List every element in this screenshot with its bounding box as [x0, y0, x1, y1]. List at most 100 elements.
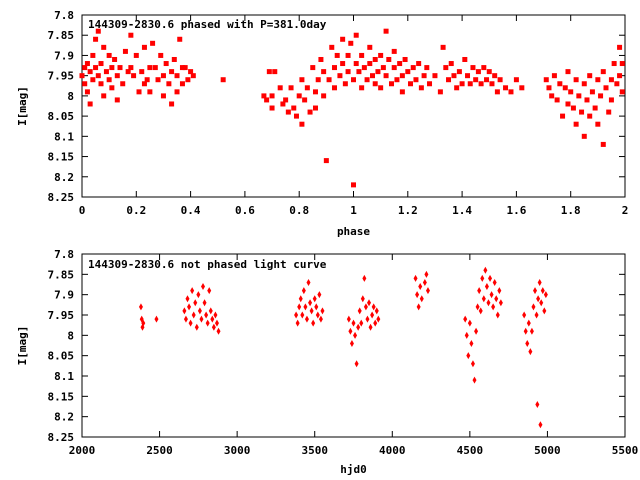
- data-point: [353, 331, 358, 339]
- data-point: [301, 287, 306, 295]
- x-tick-label: 1.8: [561, 204, 581, 217]
- data-point: [356, 323, 361, 331]
- data-point: [579, 109, 585, 115]
- x-tick-label: 3000: [224, 444, 251, 457]
- data-point: [82, 65, 88, 71]
- data-point: [419, 295, 424, 303]
- data-point: [348, 40, 354, 46]
- data-point: [214, 319, 219, 327]
- data-point: [540, 287, 545, 295]
- data-point: [174, 89, 180, 95]
- data-point: [389, 81, 395, 87]
- data-point: [188, 319, 193, 327]
- data-point: [174, 73, 180, 79]
- x-tick-label: 5500: [612, 444, 639, 457]
- x-tick-label: 1.4: [452, 204, 472, 217]
- data-point: [208, 307, 213, 315]
- data-point: [348, 327, 353, 335]
- data-point: [477, 287, 482, 295]
- data-point: [141, 319, 146, 327]
- data-point: [326, 77, 332, 83]
- data-point: [462, 56, 468, 62]
- data-point: [367, 299, 372, 307]
- data-point: [166, 81, 172, 87]
- data-point: [367, 44, 373, 50]
- data-point: [459, 81, 465, 87]
- data-point: [484, 77, 490, 83]
- data-point: [340, 36, 346, 42]
- data-point: [592, 105, 598, 111]
- data-point: [84, 89, 90, 95]
- data-point: [568, 89, 574, 95]
- data-point: [183, 315, 188, 323]
- data-point: [269, 105, 275, 111]
- data-point: [478, 307, 483, 315]
- data-point: [528, 348, 533, 356]
- data-point: [106, 52, 112, 58]
- data-point: [378, 85, 384, 91]
- data-point: [473, 77, 479, 83]
- data-point: [364, 77, 370, 83]
- data-point: [139, 69, 145, 75]
- data-point: [611, 61, 617, 67]
- data-point: [160, 93, 166, 99]
- data-point: [399, 73, 405, 79]
- data-point: [272, 69, 278, 75]
- data-point: [353, 32, 359, 38]
- data-point: [538, 421, 543, 429]
- data-point: [323, 158, 329, 164]
- data-point: [454, 85, 460, 91]
- data-point: [150, 40, 156, 46]
- data-point: [334, 52, 340, 58]
- data-point: [543, 77, 549, 83]
- data-point: [128, 65, 134, 71]
- data-point: [546, 85, 552, 91]
- data-point: [494, 295, 499, 303]
- x-tick-label: 0: [79, 204, 86, 217]
- data-point: [415, 291, 420, 299]
- chart-title: 144309-2830.6 not phased light curve: [88, 258, 327, 271]
- data-point: [187, 303, 192, 311]
- data-point: [210, 315, 215, 323]
- data-point: [562, 85, 568, 91]
- data-point: [84, 61, 90, 67]
- data-point: [489, 291, 494, 299]
- data-point: [508, 89, 514, 95]
- data-point: [90, 77, 96, 83]
- data-point: [595, 121, 601, 127]
- data-point: [617, 73, 623, 79]
- data-point: [114, 73, 120, 79]
- data-point: [526, 319, 531, 327]
- data-point: [213, 311, 218, 319]
- data-point: [375, 69, 381, 75]
- x-tick-label: 1.2: [398, 204, 418, 217]
- y-tick-label: 8.2: [54, 171, 74, 184]
- data-point: [220, 77, 226, 83]
- data-point: [311, 319, 316, 327]
- y-tick-label: 7.85: [48, 29, 75, 42]
- data-point: [266, 69, 272, 75]
- data-point: [443, 65, 449, 71]
- data-point: [201, 283, 206, 291]
- data-point: [416, 61, 422, 67]
- data-point: [584, 97, 590, 103]
- data-point: [197, 307, 202, 315]
- chart-panel-1: 7.8 7.85 7.9 7.95 8 8.05 8.1 8.15 8.2 8.25 0 0.2 0.4…: [16, 9, 628, 238]
- data-point: [480, 274, 485, 282]
- data-point: [308, 299, 313, 307]
- data-point: [529, 327, 534, 335]
- data-point: [152, 65, 158, 71]
- data-point: [144, 77, 150, 83]
- data-point: [481, 295, 486, 303]
- data-point: [312, 105, 318, 111]
- data-point: [202, 299, 207, 307]
- data-point: [315, 311, 320, 319]
- data-point: [497, 287, 502, 295]
- data-point: [456, 69, 462, 75]
- data-point: [503, 85, 509, 91]
- data-point: [155, 77, 161, 83]
- data-point: [351, 77, 356, 83]
- x-tick-label: 1.6: [506, 204, 526, 217]
- y-axis-label: I[mag]: [16, 86, 29, 126]
